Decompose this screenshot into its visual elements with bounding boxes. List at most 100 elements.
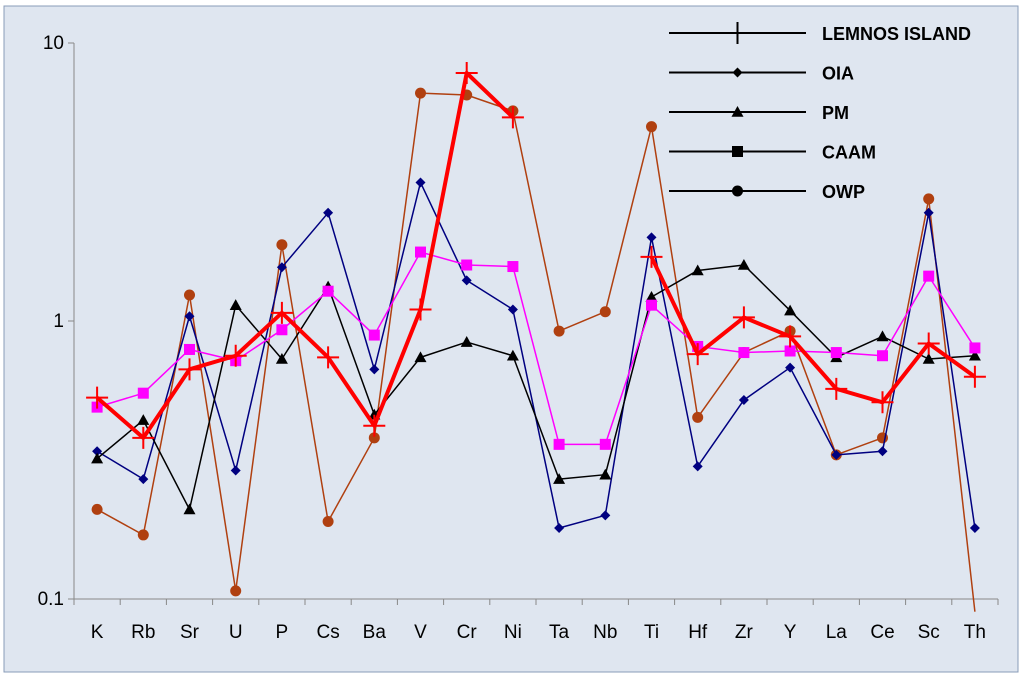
legend-marker bbox=[732, 185, 743, 197]
x-tick-label: Ba bbox=[363, 622, 387, 643]
data-point bbox=[553, 473, 566, 484]
data-point bbox=[178, 358, 201, 381]
legend-label: OWP bbox=[822, 182, 865, 202]
data-point bbox=[922, 352, 935, 364]
data-point bbox=[599, 438, 611, 450]
data-point bbox=[646, 232, 657, 243]
data-point bbox=[323, 207, 334, 218]
series-caam bbox=[91, 246, 981, 450]
y-tick-label: 10 bbox=[43, 33, 64, 54]
data-point bbox=[91, 452, 104, 464]
data-point bbox=[923, 270, 935, 282]
data-point bbox=[553, 325, 565, 337]
data-point bbox=[963, 365, 986, 388]
legend-label: LEMNOS ISLAND bbox=[822, 24, 971, 44]
data-point bbox=[276, 324, 288, 336]
data-point bbox=[831, 449, 842, 460]
data-point bbox=[507, 261, 519, 273]
data-point bbox=[317, 346, 340, 369]
data-point bbox=[645, 290, 658, 302]
series-layer bbox=[86, 61, 986, 612]
legend-label: CAAM bbox=[822, 143, 876, 163]
data-point bbox=[415, 246, 426, 258]
data-point bbox=[460, 336, 473, 347]
legend-label: OIA bbox=[822, 64, 854, 84]
x-tick-label: P bbox=[276, 622, 289, 643]
data-point bbox=[692, 461, 703, 472]
series-line bbox=[649, 256, 977, 405]
x-tick-label: Sr bbox=[180, 622, 200, 643]
x-tick-label: K bbox=[91, 622, 104, 643]
data-point bbox=[923, 207, 934, 218]
data-point bbox=[779, 325, 802, 348]
data-point bbox=[409, 298, 432, 321]
x-tick-label: Cs bbox=[316, 622, 339, 643]
data-point bbox=[599, 468, 612, 480]
data-point bbox=[363, 414, 386, 437]
data-point bbox=[969, 342, 981, 354]
data-point bbox=[692, 411, 704, 423]
data-point bbox=[506, 349, 519, 361]
data-point bbox=[415, 87, 426, 99]
data-point bbox=[230, 585, 242, 597]
data-point bbox=[917, 332, 940, 355]
series-pm bbox=[91, 259, 981, 515]
x-tick-label: La bbox=[826, 622, 848, 643]
data-point bbox=[737, 259, 750, 270]
data-point bbox=[275, 352, 288, 364]
x-tick-label: Zr bbox=[735, 622, 754, 643]
data-point bbox=[738, 347, 750, 359]
data-point bbox=[553, 438, 565, 450]
data-point bbox=[923, 193, 935, 205]
x-tick-label: Ta bbox=[549, 622, 570, 643]
series-line bbox=[96, 264, 975, 511]
data-point bbox=[646, 299, 657, 311]
data-point bbox=[230, 465, 241, 476]
data-point bbox=[224, 344, 247, 367]
legend-marker bbox=[732, 67, 743, 78]
data-point bbox=[138, 474, 149, 485]
data-point bbox=[830, 347, 842, 359]
data-point bbox=[738, 394, 749, 405]
data-point bbox=[368, 432, 380, 444]
data-point bbox=[599, 306, 611, 318]
x-tick-label: Nb bbox=[593, 622, 617, 643]
y-tick-label: 1 bbox=[53, 311, 64, 332]
y-tick-label: 0.1 bbox=[38, 589, 64, 610]
series-line bbox=[95, 70, 515, 440]
data-point bbox=[686, 343, 709, 366]
data-point bbox=[184, 343, 195, 355]
data-point bbox=[455, 61, 478, 84]
legend: LEMNOS ISLAND OIA PM CAAM OWP bbox=[669, 22, 971, 202]
data-point bbox=[600, 510, 611, 521]
data-point bbox=[137, 387, 149, 399]
legend-item-owp: OWP bbox=[669, 182, 865, 202]
data-point bbox=[369, 364, 380, 375]
series-line bbox=[96, 92, 976, 612]
legend-label: PM bbox=[822, 103, 849, 123]
data-point bbox=[91, 503, 103, 515]
data-point bbox=[229, 299, 242, 310]
data-point bbox=[968, 349, 981, 361]
legend-item-caam: CAAM bbox=[669, 143, 876, 163]
x-tick-label: Ni bbox=[504, 622, 522, 643]
axes: 0.1 1 10 K Rb Sr U P Cs Ba V Cr Ni Ta Nb Ti Hf Zr Y La Ce Sc T… bbox=[38, 33, 999, 643]
x-tick-label: Ti bbox=[644, 622, 659, 643]
x-tick-label: V bbox=[414, 622, 427, 643]
data-point bbox=[86, 386, 109, 409]
legend-item-oia: OIA bbox=[669, 64, 854, 84]
x-tick-label: Cr bbox=[457, 622, 478, 643]
data-point bbox=[322, 285, 334, 297]
series-lemnos-island bbox=[86, 61, 986, 449]
data-point bbox=[322, 516, 334, 528]
data-point bbox=[691, 264, 704, 276]
data-point bbox=[92, 446, 103, 457]
data-point bbox=[276, 239, 288, 251]
x-tick-label: Y bbox=[784, 622, 797, 643]
data-point bbox=[461, 259, 473, 271]
data-point bbox=[270, 301, 293, 324]
data-point bbox=[732, 306, 755, 329]
data-point bbox=[646, 121, 657, 133]
legend-item-pm: PM bbox=[669, 103, 849, 123]
